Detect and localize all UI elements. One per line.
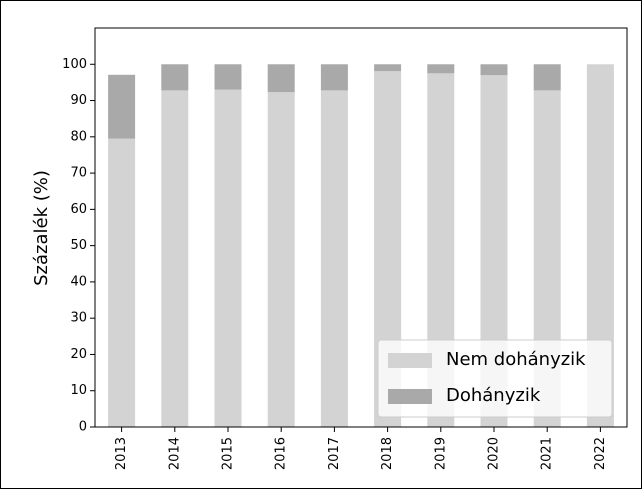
y-tick-label: 30 — [70, 311, 87, 326]
bar-segment — [267, 64, 295, 93]
x-tick-label: 2019 — [433, 437, 448, 470]
x-tick-label: 2017 — [327, 437, 342, 470]
bar-segment — [320, 90, 348, 427]
legend-swatch — [388, 353, 432, 368]
y-tick-label: 40 — [70, 274, 87, 289]
bar-segment — [108, 74, 136, 139]
bar-segment — [374, 64, 402, 72]
legend-box — [377, 339, 613, 418]
y-tick-label: 100 — [62, 57, 87, 72]
y-axis-label: Százalék (%) — [31, 170, 52, 286]
bar-segment — [214, 64, 242, 90]
y-tick-label: 20 — [70, 347, 87, 362]
legend-label: Nem dohányzik — [446, 349, 586, 370]
y-tick-label: 70 — [70, 166, 87, 181]
bar-segment — [480, 64, 508, 76]
bar-segment — [214, 89, 242, 427]
x-tick-label: 2015 — [221, 437, 236, 470]
y-tick-label: 60 — [70, 202, 87, 217]
bar-segment — [161, 64, 189, 91]
x-tick-label: 2016 — [274, 437, 289, 470]
x-tick-label: 2018 — [380, 437, 395, 470]
bar-segment — [108, 138, 136, 427]
bar-segment — [320, 64, 348, 91]
y-tick-label: 50 — [70, 238, 87, 253]
x-tick-label: 2021 — [540, 437, 555, 470]
y-tick-label: 80 — [70, 129, 87, 144]
x-tick-label: 2022 — [593, 437, 608, 470]
bar-segment — [161, 90, 189, 427]
x-tick-label: 2014 — [167, 437, 182, 470]
y-tick-label: 10 — [70, 383, 87, 398]
bar-segment — [267, 92, 295, 427]
bar-segment — [533, 64, 561, 91]
y-tick-label: 90 — [70, 93, 87, 108]
bar-segment — [427, 64, 455, 74]
x-tick-label: 2013 — [114, 437, 129, 470]
plot-frame — [94, 27, 628, 428]
legend-label: Dohányzik — [446, 385, 541, 406]
legend-swatch — [388, 389, 432, 404]
y-tick-label: 0 — [79, 420, 87, 435]
x-tick-label: 2020 — [487, 437, 502, 470]
